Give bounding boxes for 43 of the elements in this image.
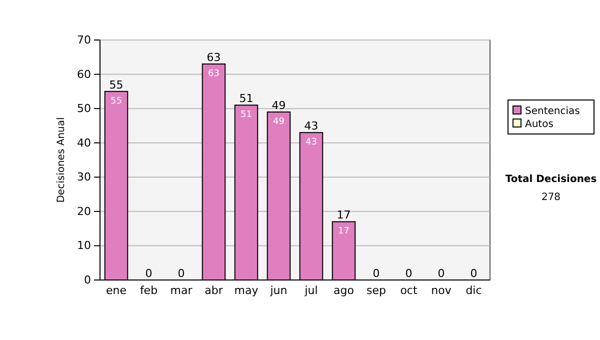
x-tick-label: jul bbox=[304, 284, 318, 297]
total-label: 0 bbox=[145, 267, 152, 280]
data-label: 55 bbox=[110, 96, 122, 106]
legend-label: Autos bbox=[525, 119, 554, 130]
y-axis-title: Decisiones Anual bbox=[56, 117, 67, 203]
y-tick-label: 0 bbox=[84, 274, 91, 287]
x-tick-label: sep bbox=[366, 284, 386, 297]
total-label: 51 bbox=[239, 92, 254, 106]
total-label: 0 bbox=[372, 267, 380, 280]
text: 278 bbox=[541, 192, 561, 203]
total-label: 0 bbox=[405, 267, 412, 280]
x-tick-label: may bbox=[234, 284, 259, 297]
y-tick-label: 40 bbox=[77, 136, 91, 150]
x-tick-label: feb bbox=[140, 284, 158, 297]
y-tick-label: 70 bbox=[77, 34, 91, 47]
x-tick-label: mar bbox=[170, 284, 193, 297]
x-tick-label: dic bbox=[466, 284, 482, 297]
text: Total Decisiones bbox=[505, 174, 597, 185]
data-label: 43 bbox=[306, 138, 317, 148]
x-tick-label: nov bbox=[431, 284, 452, 297]
x-tick-label: ene bbox=[106, 284, 127, 297]
total-label: 0 bbox=[438, 267, 445, 280]
legend-label: Sentencias bbox=[525, 106, 580, 117]
x-tick-label: abr bbox=[204, 284, 224, 297]
y-tick-label: 60 bbox=[77, 68, 91, 81]
y-tick-label: 20 bbox=[77, 204, 91, 218]
y-tick-label: 50 bbox=[77, 102, 91, 116]
data-label: 51 bbox=[240, 110, 252, 120]
y-tick-label: 10 bbox=[77, 239, 91, 252]
x-tick-label: jun bbox=[269, 284, 288, 297]
data-label: 49 bbox=[273, 117, 285, 127]
x-tick-label: oct bbox=[400, 284, 418, 297]
total-label: 0 bbox=[178, 267, 185, 280]
total-label: 0 bbox=[470, 267, 478, 280]
total-label: 55 bbox=[109, 78, 124, 92]
total-label: 49 bbox=[272, 99, 286, 112]
total-label: 63 bbox=[206, 51, 221, 64]
data-label: 63 bbox=[208, 69, 220, 79]
total-label: 43 bbox=[304, 120, 318, 133]
total-label: 17 bbox=[336, 208, 351, 222]
y-tick-label: 30 bbox=[77, 170, 91, 184]
data-label: 17 bbox=[338, 226, 350, 237]
x-tick-label: ago bbox=[334, 284, 354, 297]
